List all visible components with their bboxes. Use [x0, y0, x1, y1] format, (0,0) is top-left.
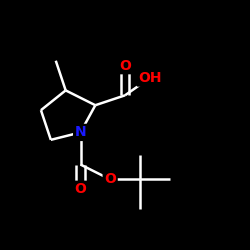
Text: N: N — [75, 126, 86, 140]
Text: OH: OH — [138, 71, 162, 85]
Text: O: O — [74, 182, 86, 196]
Text: O: O — [119, 59, 131, 73]
Text: O: O — [104, 172, 116, 186]
